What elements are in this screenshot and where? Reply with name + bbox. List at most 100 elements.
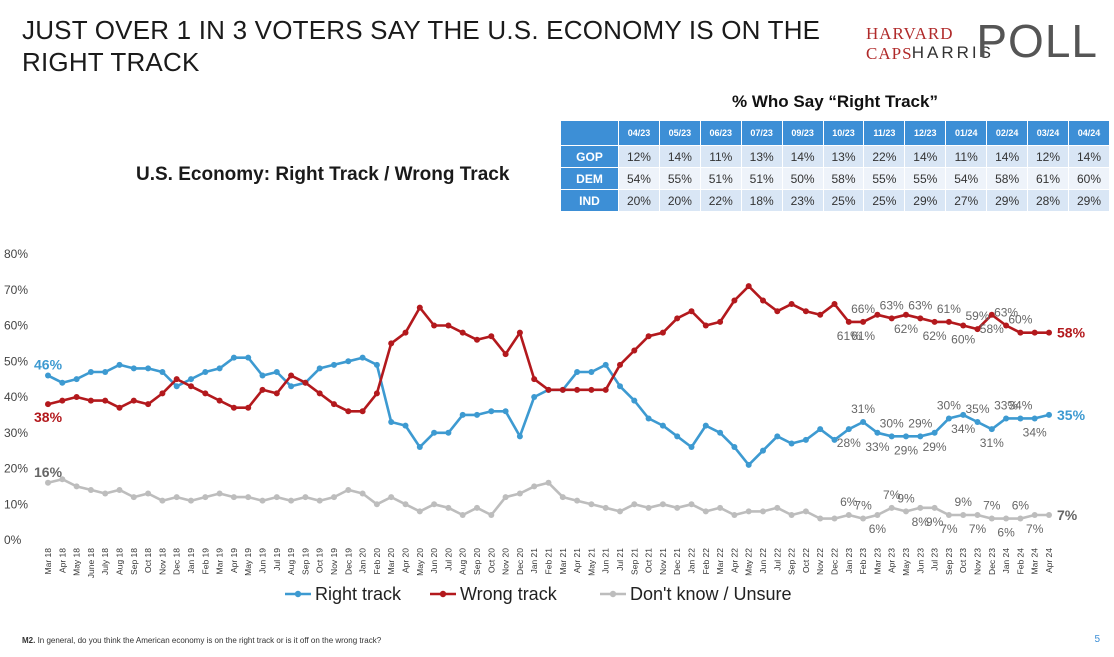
x-tick-label: Nov 19 [329,548,339,575]
data-point-wrong-track [574,386,581,393]
table-cell: 25% [863,189,906,212]
x-tick-label: May 19 [243,548,253,576]
table-column-header: 10/23 [822,120,865,146]
x-tick-label: Oct 20 [486,548,496,573]
data-point-don-t-know-unsure [659,501,666,508]
harvard-caps-harris-poll-logo: HARVARD CAPS HARRIS POLL [866,16,1106,68]
data-point-don-t-know-unsure [345,486,352,493]
data-label: 7% [940,522,958,536]
data-point-right-track [802,436,809,443]
data-point-right-track [345,358,352,365]
x-tick-label: Sep 19 [300,548,310,575]
data-point-right-track [588,368,595,375]
x-tick-label: Jan 22 [687,548,697,574]
data-point-right-track [1003,415,1010,422]
x-tick-label: Oct 18 [143,548,153,573]
x-tick-label: Jun 19 [258,548,268,574]
data-point-don-t-know-unsure [631,501,638,508]
data-point-wrong-track [1031,329,1038,336]
data-point-don-t-know-unsure [230,494,237,501]
data-label: 61% [837,329,861,343]
x-tick-label: Feb 24 [1015,548,1025,575]
data-label: 63% [880,298,904,312]
table-cell: 14% [781,145,824,168]
legend-swatch-marker-don-t-know-unsure [609,590,617,598]
data-point-don-t-know-unsure [188,497,194,504]
data-label: 62% [923,329,947,343]
table-column-header: 07/23 [740,120,783,146]
table-column-header: 11/23 [863,120,906,146]
x-tick-label: Nov 18 [157,548,167,575]
data-point-wrong-track [903,311,909,318]
data-point-wrong-track [931,318,938,325]
x-tick-label: Aug 19 [286,548,296,575]
data-label: 6% [869,522,887,536]
data-label: 66% [851,302,875,316]
x-tick-label: Jan 20 [358,548,368,574]
data-point-right-track [917,433,924,440]
data-point-right-track [416,444,423,451]
data-point-right-track [87,368,94,375]
data-point-wrong-track [774,308,781,315]
data-point-don-t-know-unsure [388,494,395,501]
table-cell: 23% [781,189,824,212]
data-point-right-track [988,426,995,433]
data-point-don-t-know-unsure [774,504,781,511]
y-tick-label: 30% [4,426,28,440]
data-point-wrong-track [717,318,724,325]
chart-subtitle: U.S. Economy: Right Track / Wrong Track [136,164,510,185]
table-cell: 55% [658,167,701,190]
data-point-wrong-track [245,404,252,411]
table-row-gop: GOP 12% 14% 11% 13% 14% 13% 22% 14% 11% 14% 12% 14% [560,145,1111,168]
x-tick-label: Dec 18 [172,548,182,575]
data-point-right-track [402,422,409,429]
data-point-right-track [331,361,337,368]
data-point-don-t-know-unsure [960,511,967,518]
data-point-don-t-know-unsure [1017,515,1024,522]
table-column-header: 03/24 [1027,120,1069,146]
data-point-right-track [874,429,881,436]
legend-swatch-marker-right-track [294,590,302,598]
x-tick-label: Aug 18 [115,548,125,575]
data-point-wrong-track [888,315,895,322]
footnote-text: In general, do you think the American ec… [35,636,382,645]
data-point-wrong-track [974,326,981,333]
table-row-ind: IND 20% 20% 22% 18% 23% 25% 25% 29% 27% 29% 28% 29% [560,189,1111,212]
x-tick-label: Jan 24 [1001,548,1011,574]
table-cell: 22% [699,189,742,212]
data-point-right-track [617,383,623,390]
data-label: 6% [997,526,1015,540]
data-label: 7% [983,499,1001,513]
data-point-wrong-track [188,383,194,390]
logo-poll-text: POLL [976,15,1098,67]
data-point-wrong-track [402,329,409,336]
data-point-wrong-track [359,408,366,415]
data-point-wrong-track [302,379,309,386]
data-point-don-t-know-unsure [159,497,166,504]
data-point-right-track [359,354,366,361]
data-point-wrong-track [388,340,395,347]
data-label: 9% [926,515,944,529]
x-tick-label: May 21 [586,548,596,576]
data-point-don-t-know-unsure [645,504,652,511]
x-tick-label: Sep 20 [472,548,482,575]
table-column-header: 12/23 [904,120,947,146]
data-point-right-track [59,379,66,386]
data-point-wrong-track [273,390,280,397]
data-point-wrong-track [1017,329,1024,336]
x-tick-label: Oct 23 [958,548,968,573]
data-point-right-track [202,368,209,375]
data-label: 58% [980,322,1004,336]
table-cell: 27% [945,189,988,212]
table-cell: 58% [822,167,865,190]
data-point-don-t-know-unsure [731,511,738,518]
table-cell: 54% [945,167,988,190]
x-tick-label: Mar 21 [558,548,568,575]
data-point-wrong-track [845,318,852,325]
data-point-don-t-know-unsure [130,494,137,501]
data-point-don-t-know-unsure [831,515,838,522]
data-point-wrong-track [116,404,123,411]
data-point-wrong-track [802,308,809,315]
data-point-don-t-know-unsure [574,497,581,504]
table-cell: 11% [945,145,988,168]
